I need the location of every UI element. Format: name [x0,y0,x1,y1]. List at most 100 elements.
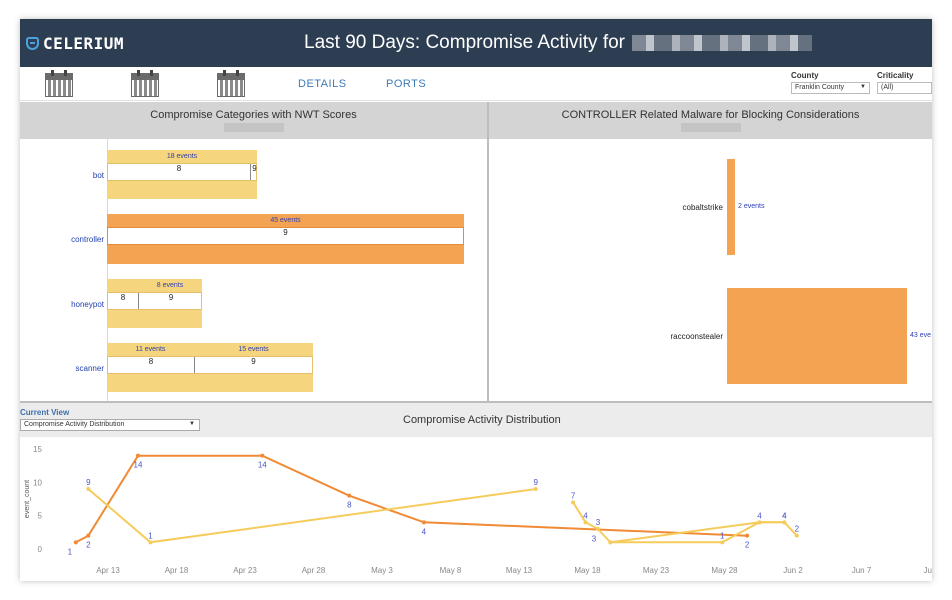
bar-score-row: 8 9 [107,356,313,374]
details-link[interactable]: DETAILS [298,78,347,90]
data-label: 14 [258,461,267,470]
logo-text: CELERIUM [43,33,125,53]
data-label: 1 [148,531,153,540]
malware-bar-raccoonstealer[interactable] [727,288,907,384]
toolbar: DETAILS PORTS County Franklin County ▼ C… [20,67,932,101]
shield-icon [26,36,39,50]
data-label: 9 [86,478,91,487]
data-label: 9 [534,478,539,487]
calendar-icon[interactable] [45,70,73,97]
malware-events-label: 2 events [738,203,765,210]
x-tick-label: Apr 13 [96,566,120,575]
data-point [86,533,91,538]
data-point [86,487,91,491]
data-label: 4 [782,511,787,520]
data-point [73,540,78,545]
data-label: 4 [422,527,427,536]
data-label: 2 [795,525,800,534]
data-point [148,540,153,545]
score-cell: 9 [252,164,257,173]
x-tick-label: May 23 [643,566,670,575]
score-cell: 9 [283,228,288,237]
data-point [745,533,750,538]
data-label: 2 [745,541,750,550]
bar-score-row: 9 [107,227,464,245]
y-tick-label: 15 [33,445,42,454]
criticality-select[interactable]: (All) [877,82,932,94]
logo: CELERIUM [26,33,125,53]
calendar-icon[interactable] [131,70,159,97]
data-label: 4 [583,511,588,520]
county-select[interactable]: Franklin County ▼ [791,82,870,94]
current-view-value: Compromise Activity Distribution [24,421,125,428]
score-cell: 8 [108,293,139,309]
data-label: 1 [720,531,725,540]
x-tick-label: May 3 [371,566,393,575]
bar-bot[interactable]: 18 events 8 9 [107,150,257,199]
malware-label-raccoonstealer: raccoonstealer [670,332,723,341]
data-label: 4 [757,511,762,520]
bar-honeypot[interactable]: 8 events 8 9 [107,279,202,328]
right-panel-header: CONTROLLER Related Malware for Blocking … [489,102,932,139]
y-tick-label: 0 [38,545,43,554]
y-tick-label: 5 [38,512,43,521]
data-label: 14 [134,461,143,470]
x-tick-label: Apr 23 [233,566,257,575]
data-point [595,527,600,531]
bar-events-label: 18 events [166,153,198,160]
series-line-yellow-a [87,488,536,544]
category-label-scanner: scanner [75,364,104,373]
bar-controller[interactable]: 45 events 9 [107,214,464,264]
chevron-down-icon: ▼ [189,421,195,427]
calendar-icon[interactable] [217,70,245,97]
redacted-organization-name [632,35,812,51]
left-panel-header: Compromise Categories with NWT Scores [20,102,487,139]
data-point [782,520,787,525]
x-tick-label: Jun 7 [852,566,872,575]
data-label: 1 [68,547,73,556]
data-point [571,500,576,505]
category-label-honeypot: honeypot [71,300,104,309]
x-tick-label: Apr 18 [165,566,189,575]
x-tick-label: Jun [924,566,932,575]
x-tick-label: May 13 [506,566,533,575]
malware-label-cobaltstrike: cobaltstrike [682,203,723,212]
category-label-bot: bot [92,171,104,180]
left-panel-title: Compromise Categories with NWT Scores [150,109,357,121]
right-panel-title: CONTROLLER Related Malware for Blocking … [561,109,860,121]
county-select-value: Franklin County [795,84,845,91]
x-tick-label: Jun 2 [783,566,803,575]
data-point [608,540,613,545]
bar-events-label: 45 events [270,217,301,224]
score-cell: 8 [108,357,195,373]
data-point [421,520,426,525]
header-bar: CELERIUM Last 90 Days: Compromise Activi… [20,19,932,67]
bar-events-label: 15 events [238,346,269,353]
malware-bar-cobaltstrike[interactable] [727,159,735,255]
data-point [757,520,762,525]
x-tick-label: Apr 28 [302,566,326,575]
data-point [533,487,538,491]
dashboard-frame: CELERIUM Last 90 Days: Compromise Activi… [20,19,932,581]
x-tick-label: May 18 [574,566,601,575]
score-cell: 9 [251,357,256,366]
data-point [720,540,725,545]
bar-scanner[interactable]: 11 events 15 events 8 9 [107,343,313,392]
data-point [583,520,588,525]
series-line-orange [75,454,748,544]
series-line-yellow-c [610,521,785,544]
data-label: 8 [347,501,352,510]
current-view-label: Current View [20,408,70,417]
current-view-select[interactable]: Compromise Activity Distribution ▼ [20,419,200,431]
distribution-header: Current View Compromise Activity Distrib… [20,403,932,437]
data-point [260,453,265,458]
panel-divider [487,102,489,402]
malware-events-label: 43 eve [910,332,932,339]
x-tick-label: May 28 [711,566,738,575]
data-label: 4 [782,511,787,520]
data-point [136,453,141,458]
bar-score-row: 8 9 [107,292,202,310]
data-point [347,493,352,498]
bar-score-row: 8 9 [107,163,257,181]
ports-link[interactable]: PORTS [386,78,427,90]
